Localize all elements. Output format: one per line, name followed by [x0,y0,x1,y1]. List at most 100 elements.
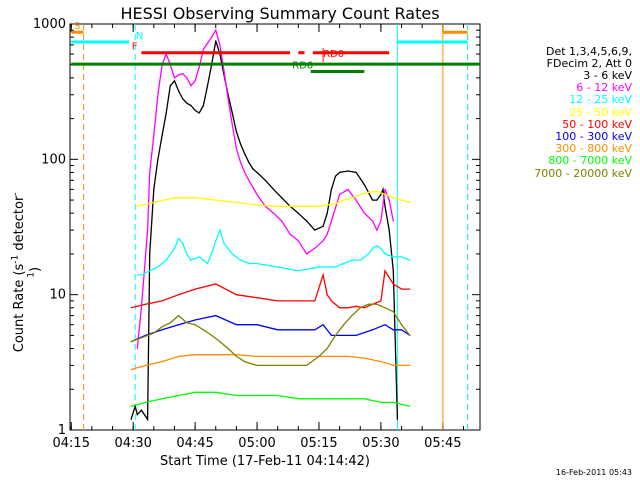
data-point [177,355,180,357]
data-point [194,319,196,321]
state-bar-label: N [136,31,143,42]
data-point [388,199,390,201]
legend: Det 1,3,4,5,6,9, FDecim 2, Att 0 3 - 6 k… [480,46,632,180]
data-point [182,242,184,244]
data-point [144,401,147,403]
data-point [256,193,258,196]
data-point [380,401,382,403]
data-point [215,315,217,317]
data-point [235,201,237,204]
data-point [169,85,171,87]
data-point [351,197,353,199]
data-point [248,179,250,181]
data-point [277,266,279,268]
data-point [215,240,217,242]
data-point [314,247,316,249]
data-point [153,201,155,204]
data-point [277,329,279,331]
data-point [359,193,361,196]
data-point [153,188,155,190]
data-point [215,29,217,31]
data-point [372,220,374,222]
data-point [409,364,411,367]
data-point [215,391,217,393]
data-point [198,256,200,258]
data-point [248,262,250,265]
data-point [161,329,163,331]
data-point [161,398,163,400]
data-point [153,134,155,137]
data-point [244,153,246,155]
data-point [330,398,332,400]
data-point [239,143,242,145]
data-point [177,394,180,397]
data-point [392,270,394,272]
data-point [314,300,316,302]
data-point [400,256,403,258]
data-point [194,197,196,199]
data-point [256,262,258,265]
data-point [314,229,316,231]
legend-entry: 12 - 25 keV [569,93,632,107]
data-point [161,134,163,137]
data-point [376,303,378,305]
data-point [318,355,320,357]
data-point [392,283,394,285]
data-point [272,364,275,367]
x-axis-label: Start Time (17-Feb-11 04:14:42) [160,454,370,469]
data-point [190,104,192,107]
data-point [173,197,176,199]
legend-entry: 50 - 100 keV [562,117,632,131]
x-tick-label: 04:30 [114,436,151,451]
data-point [355,171,357,174]
data-point [363,357,365,359]
data-point [326,212,328,214]
state-bar-label: F [132,42,138,53]
state-bar-label: S [74,21,80,32]
data-point [363,398,365,400]
series-line [130,303,411,367]
data-point [355,305,357,307]
legend-entry: 7000 - 20000 keV [534,166,632,180]
data-point [177,294,180,296]
data-point [392,364,394,367]
data-point [219,229,221,231]
x-tick-label: 04:45 [176,436,213,451]
data-point [235,148,237,150]
data-point [372,329,374,331]
data-point [305,253,308,255]
data-point [211,36,213,38]
data-point [206,85,209,87]
data-point [153,332,155,334]
data-point [202,329,204,331]
data-point [149,253,151,255]
series-line [130,391,410,407]
data-point [289,233,291,235]
data-point [194,80,196,82]
y-tick-label: 1 [58,423,66,438]
data-point [281,197,283,199]
legend-entry: 6 - 12 keV [576,81,632,95]
data-point [384,270,386,272]
x-tick-label: 05:30 [362,436,399,451]
data-point [277,300,279,302]
data-point [334,203,337,205]
y-axis-label: Count Rate (s-1 detector-1) [10,192,44,353]
data-point [343,324,345,326]
data-point [177,237,180,240]
data-point [165,259,167,261]
data-point [177,74,180,76]
data-point [252,168,254,170]
data-point [281,220,283,222]
data-point [380,220,382,222]
data-point [384,253,386,255]
data-point [161,326,163,328]
state-bar-label: RD6 [292,61,313,72]
data-point [186,77,188,79]
data-point [322,240,324,242]
legend-entry: 800 - 7000 keV [548,154,632,168]
data-point [400,288,403,290]
data-point [206,42,209,44]
data-point [392,256,394,258]
legend-header-line-1: Det 1,3,4,5,6,9, [545,45,632,58]
